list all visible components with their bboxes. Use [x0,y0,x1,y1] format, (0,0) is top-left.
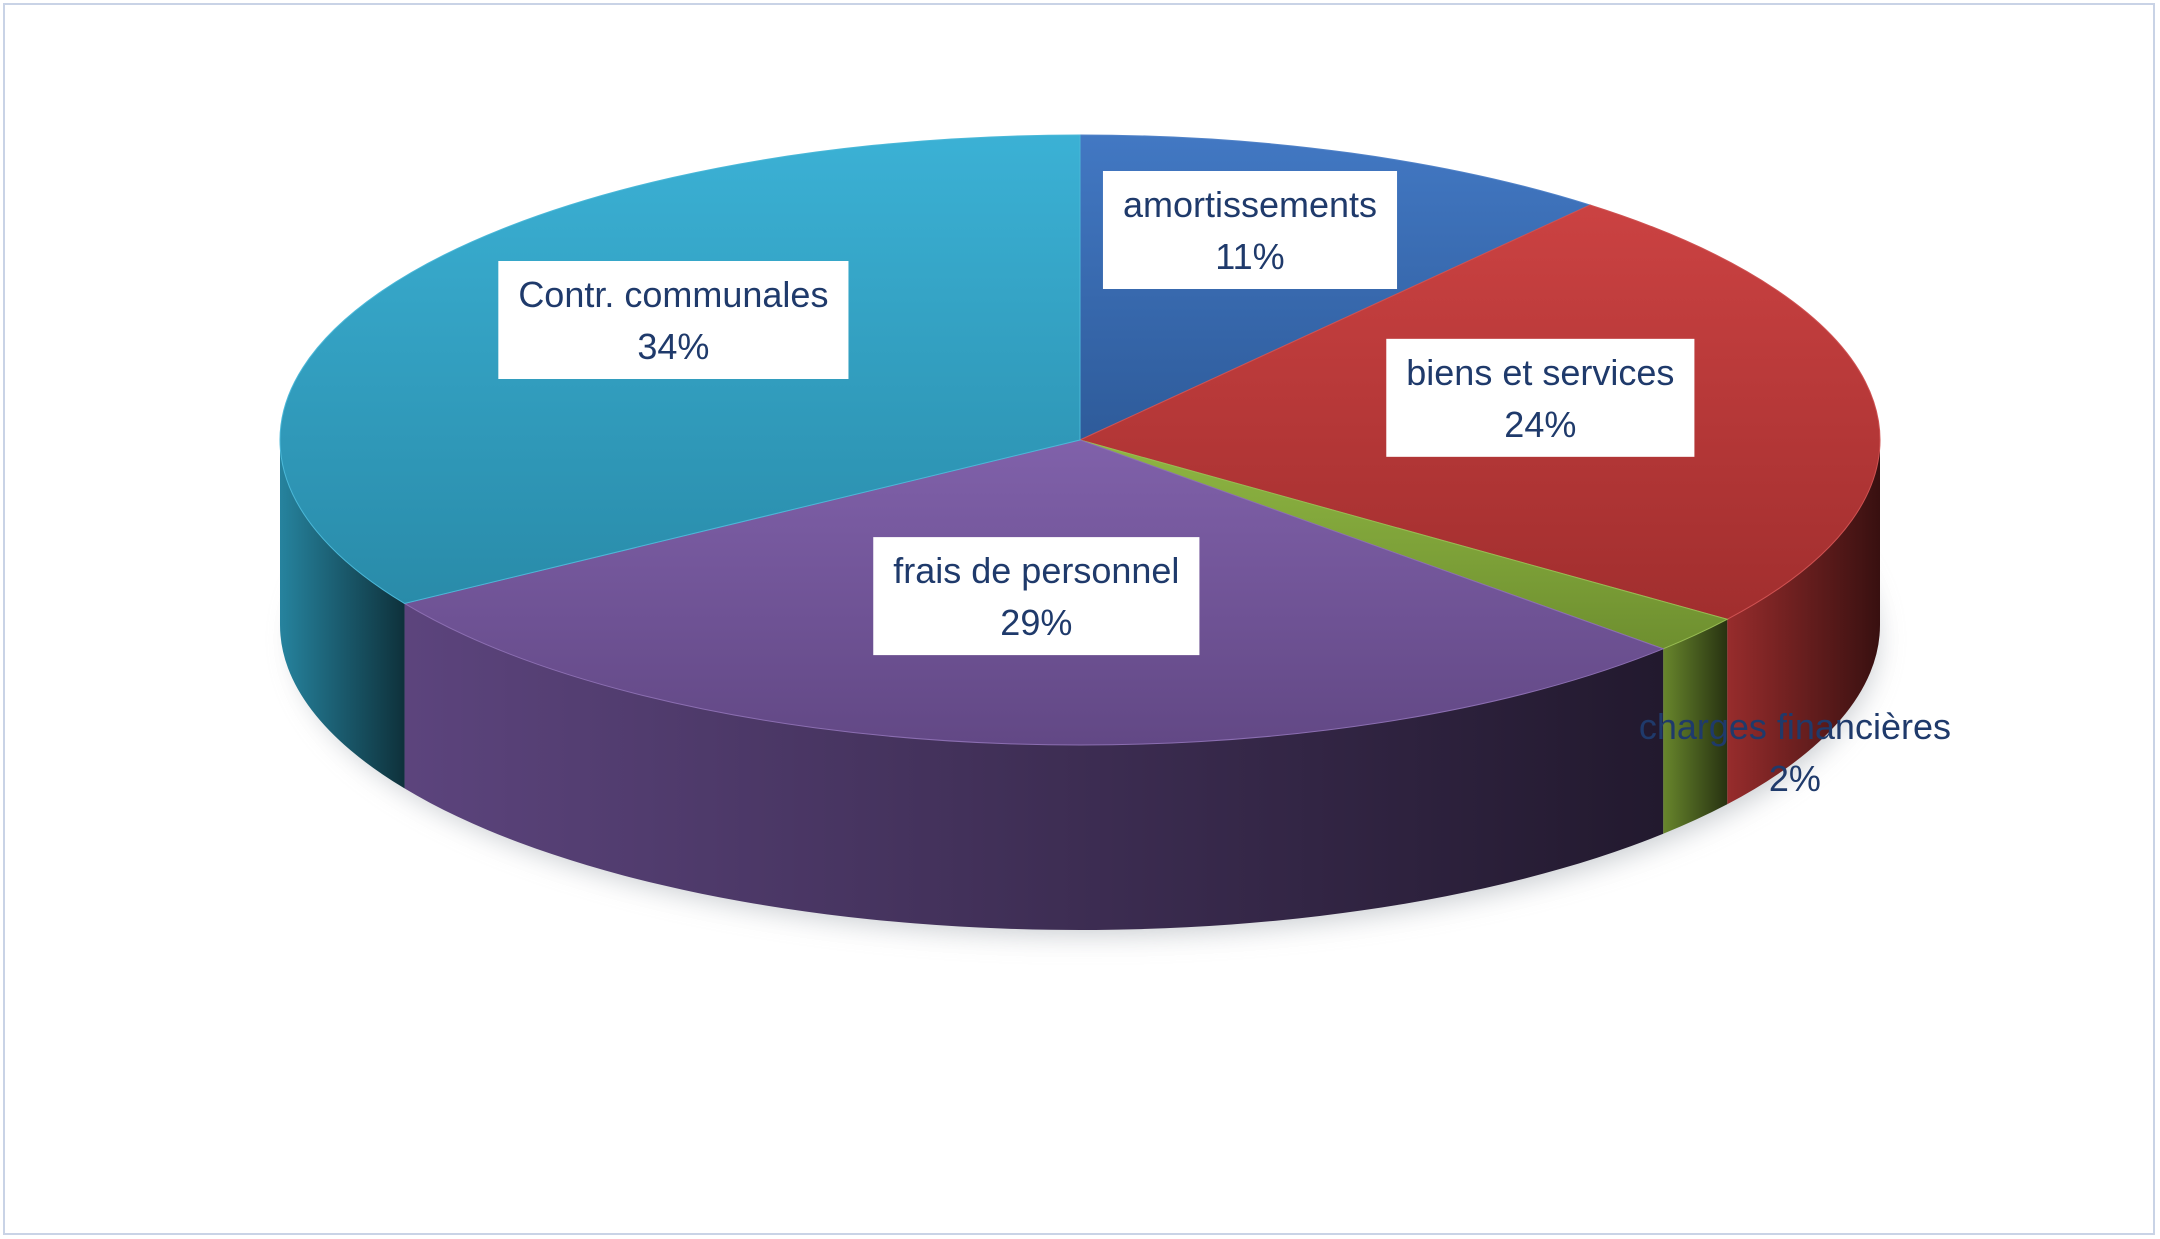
pie-side-contr-communales [280,440,405,789]
data-label-value: 2% [1769,758,1821,799]
data-label-box [873,537,1200,656]
data-label-box [1102,171,1398,289]
pie-side-frais-de-personnel [404,603,1664,930]
data-label-biens-et-services: biens et services 24% [1386,338,1695,457]
data-label-frais-de-personnel: frais de personnel 29% [873,537,1200,656]
data-label-value: 11% [1215,236,1284,277]
data-label-value: 34% [637,326,709,367]
data-label-contr-communales: Contr. communales 34% [498,261,849,379]
pie-side-biens-et-services [1727,440,1880,805]
data-label-value: 24% [1504,404,1576,445]
data-label-name: Contr. communales [518,274,828,315]
data-labels: amortissements 11% biens et services 24% cha… [498,171,1951,799]
pie-side-charges-financieres [1663,619,1728,834]
data-label-name: biens et services [1406,352,1674,393]
data-label-name: frais de personnel [893,550,1179,591]
data-label-charges-financieres: charges financières 2% [1639,706,1951,799]
data-label-name: amortissements [1123,184,1377,225]
data-label-box [1386,338,1695,457]
data-label-box [498,261,849,379]
data-label-name: charges financières [1639,706,1951,747]
pie-sides [280,440,1880,930]
data-label-amortissements: amortissements 11% [1102,171,1398,289]
data-label-value: 29% [1000,602,1072,643]
